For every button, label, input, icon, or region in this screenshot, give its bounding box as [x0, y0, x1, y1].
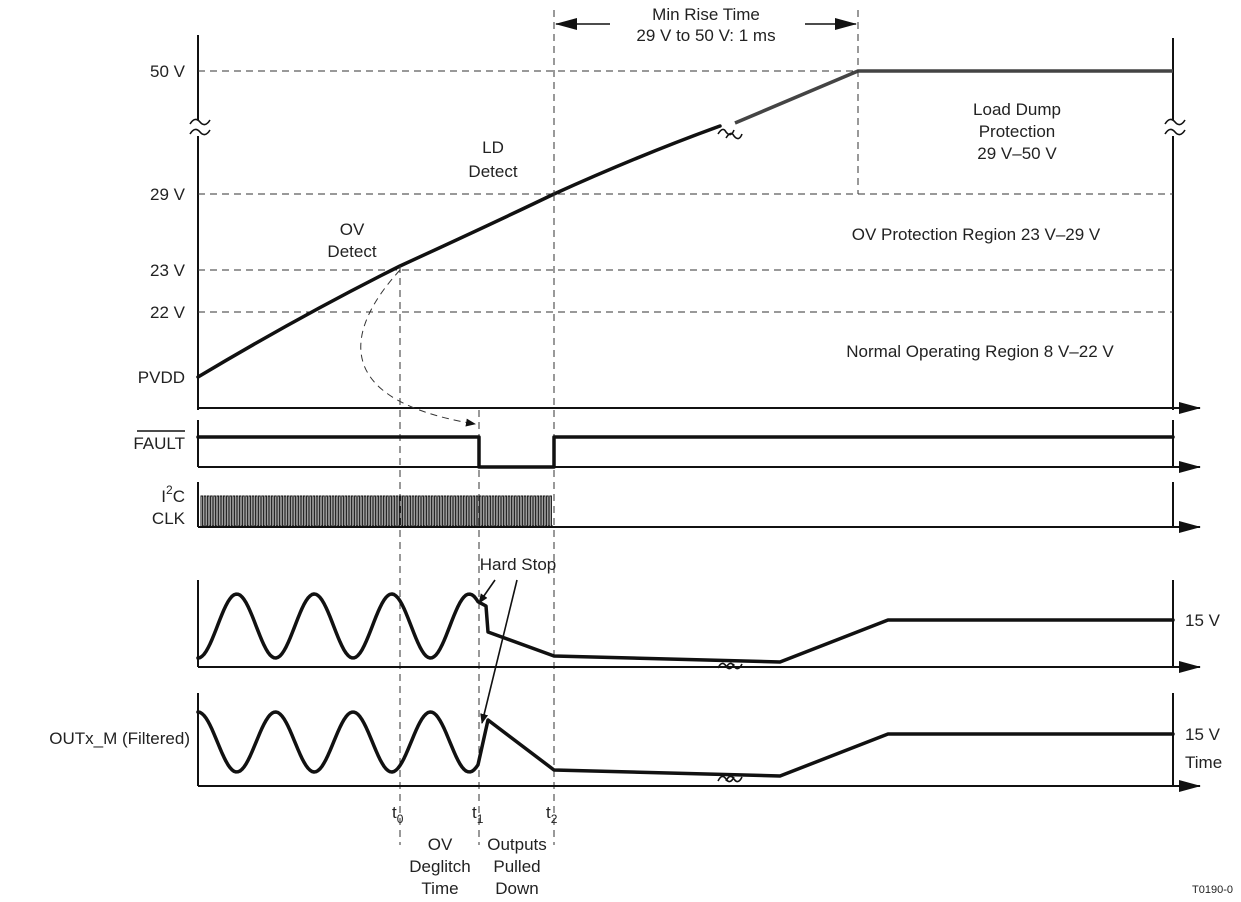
out-p-panel: 15 V Hard Stop	[196, 555, 1221, 724]
i2c-label-superscript: 2	[166, 483, 173, 497]
t1-label: t1	[472, 803, 484, 826]
min-rise-time-label: Min Rise Time	[652, 5, 760, 24]
outp-break-icon	[717, 662, 743, 670]
pvdd-rising-curve	[196, 124, 722, 379]
outputs-pulled-label-line1: Outputs	[487, 835, 547, 854]
hard-stop-arrow-m	[480, 579, 518, 724]
t1-t: t	[472, 803, 477, 822]
outputs-pulled-label-line3: Down	[495, 879, 538, 898]
outm-break-icon	[717, 775, 743, 783]
ov-deglitch-label-line1: OV	[428, 835, 453, 854]
pvdd-panel: 50 V 29 V 23 V 22 V PVDD Min Rise Time 2…	[138, 5, 1201, 427]
ld-detect-label-line2: Detect	[468, 162, 517, 181]
ov-deglitch-label-line3: Time	[421, 879, 458, 898]
fault-label: FAULT	[133, 434, 185, 453]
outm-signal-trace	[196, 710, 1175, 778]
t0-subscript: 0	[397, 812, 404, 826]
i2c-label-line2: CLK	[152, 509, 186, 528]
hard-stop-label: Hard Stop	[480, 555, 557, 574]
i2c-label-c: C	[173, 487, 185, 506]
figure-id: T0190-0	[1192, 884, 1233, 896]
ov-to-fault-arrow	[360, 269, 476, 427]
fault-signal-trace	[196, 435, 1175, 469]
i2c-clock-pulses	[200, 495, 553, 527]
load-dump-label-line3: 29 V–50 V	[977, 144, 1057, 163]
label-29v: 29 V	[150, 185, 186, 204]
label-23v: 23 V	[150, 261, 186, 280]
min-rise-time-value: 29 V to 50 V: 1 ms	[636, 26, 775, 45]
pvdd-upper-ramp	[734, 69, 1173, 125]
t0-label: t0	[392, 803, 404, 826]
ov-deglitch-label-line2: Deglitch	[409, 857, 470, 876]
i2c-clk-panel: I2C CLK	[152, 482, 1201, 533]
curve-break-icon	[717, 128, 743, 140]
t1-subscript: 1	[477, 812, 484, 826]
label-22v: 22 V	[150, 303, 186, 322]
out-m-panel: OUTx_M (Filtered) 15 V Time	[49, 693, 1222, 792]
right-break-icon	[1164, 118, 1186, 136]
ov-detect-label-line1: OV	[340, 220, 365, 239]
ov-protection-region-label: OV Protection Region 23 V–29 V	[852, 225, 1101, 244]
hard-stop-arrow-p	[478, 579, 496, 604]
t2-t: t	[546, 803, 551, 822]
t2-subscript: 2	[551, 812, 558, 826]
t2-label: t2	[546, 803, 558, 826]
outm-level-label: 15 V	[1185, 725, 1221, 744]
load-dump-label-line2: Protection	[979, 122, 1056, 141]
ov-detect-label-line2: Detect	[327, 242, 376, 261]
load-dump-label-line1: Load Dump	[973, 100, 1061, 119]
y-axis-break-icon	[189, 118, 211, 136]
label-50v: 50 V	[150, 62, 186, 81]
time-labels: t0 t1 t2 OV Deglitch Time Outputs Pulled…	[392, 803, 558, 898]
outp-signal-trace	[196, 592, 1175, 664]
outputs-pulled-label-line2: Pulled	[493, 857, 540, 876]
ld-detect-label-line1: LD	[482, 138, 504, 157]
i2c-label-i: I	[161, 487, 166, 506]
i2c-label-line1: I2C	[161, 483, 185, 506]
outm-label: OUTx_M (Filtered)	[49, 729, 190, 748]
normal-operating-region-label: Normal Operating Region 8 V–22 V	[846, 342, 1114, 361]
time-axis-label: Time	[1185, 753, 1222, 772]
fault-panel: FAULT	[133, 420, 1201, 473]
t0-t: t	[392, 803, 397, 822]
outp-level-label: 15 V	[1185, 611, 1221, 630]
label-pvdd: PVDD	[138, 368, 185, 387]
